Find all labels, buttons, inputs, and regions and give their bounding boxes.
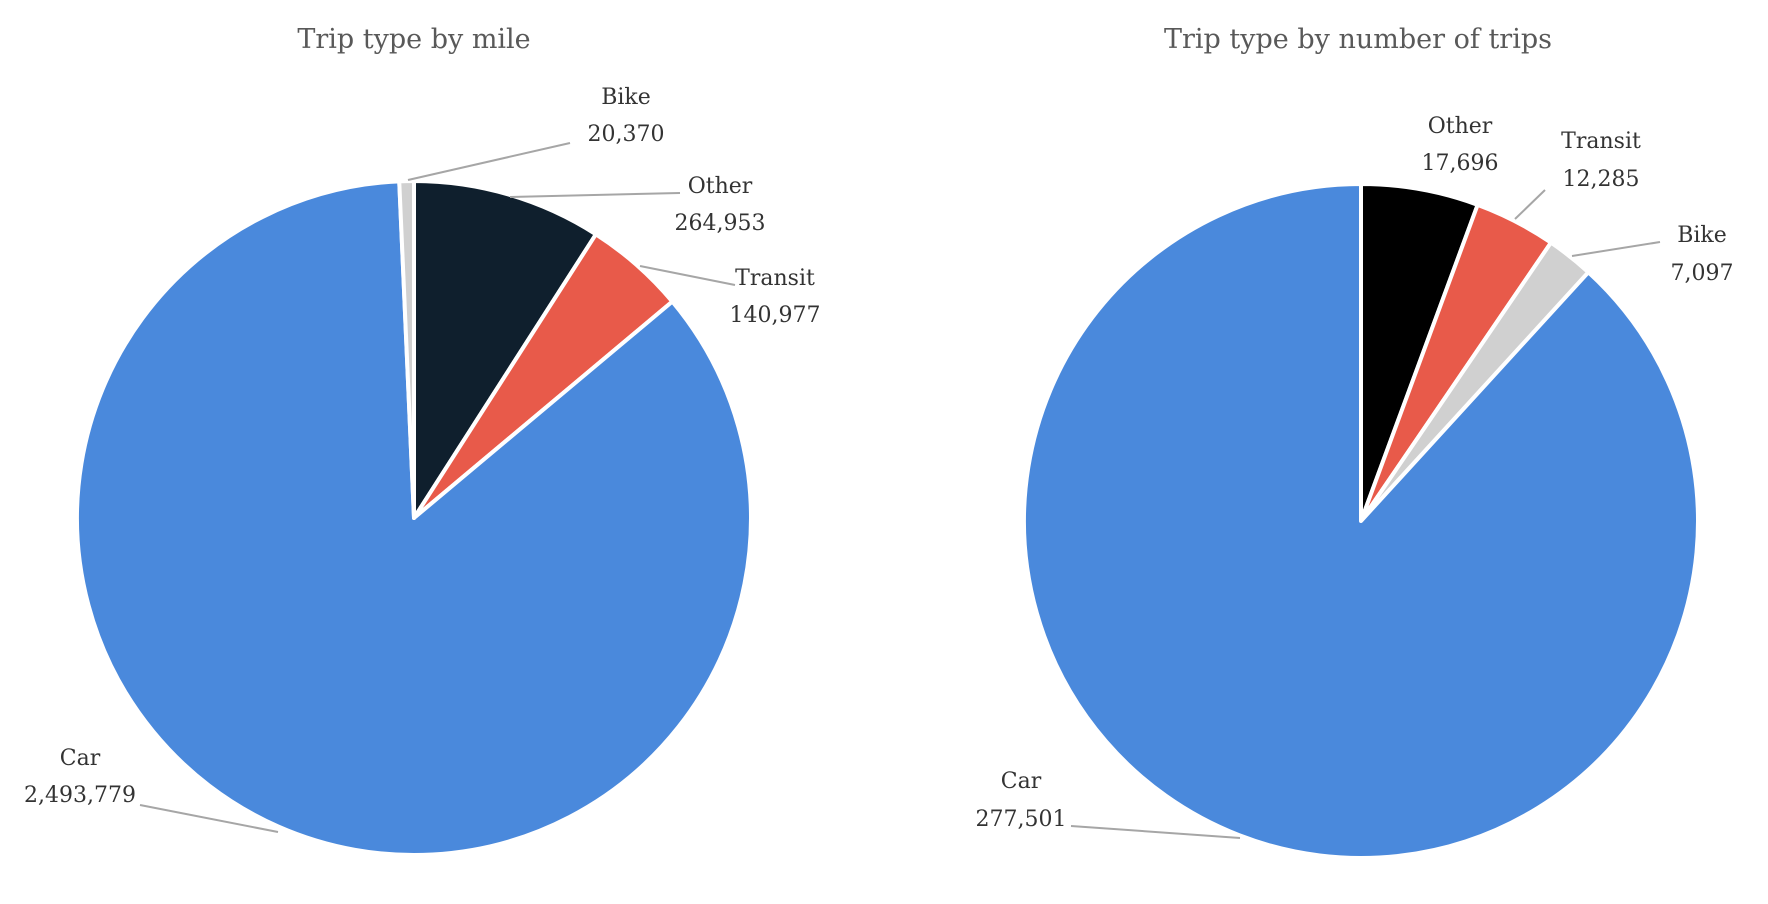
leader-line-miles-bike: [407, 142, 571, 181]
chart-title-miles: Trip type by mile: [297, 24, 530, 55]
chart-title-trips: Trip type by number of trips: [1164, 24, 1552, 55]
pie-slice-miles-bike: [397, 179, 416, 520]
slice-value-miles-transit: 140,977: [730, 303, 821, 328]
slice-label-miles-other: Other: [688, 174, 753, 199]
slice-label-trips-bike: Bike: [1677, 223, 1727, 248]
slice-label-trips-car: Car: [1001, 769, 1042, 794]
slice-value-trips-transit: 12,285: [1563, 167, 1640, 192]
slice-value-miles-bike: 20,370: [588, 122, 665, 147]
leader-line-miles-transit: [639, 265, 736, 286]
slice-value-miles-other: 264,953: [675, 211, 766, 236]
leader-line-miles-car: [139, 804, 279, 833]
slice-label-miles-transit: Transit: [735, 266, 815, 291]
leader-line-trips-car: [1070, 825, 1241, 839]
slice-value-miles-car: 2,493,779: [24, 783, 136, 808]
leader-line-trips-bike: [1571, 241, 1661, 257]
slice-value-trips-car: 277,501: [976, 807, 1067, 832]
pie-slice-miles-other: [412, 179, 598, 520]
slice-label-trips-other: Other: [1428, 114, 1493, 139]
slice-value-trips-bike: 7,097: [1671, 261, 1734, 286]
slice-label-miles-car: Car: [60, 746, 101, 771]
pie-layer: Other 264,953 Transit 140,977 Car 2,493,779 Bi…: [24, 85, 1734, 860]
slice-label-miles-bike: Bike: [601, 85, 651, 110]
leader-line-trips-transit: [1514, 189, 1546, 220]
pie-slice-trips-car: [1022, 182, 1700, 860]
leader-line-miles-other: [509, 192, 681, 198]
slice-label-trips-transit: Transit: [1561, 129, 1641, 154]
slice-value-trips-other: 17,696: [1422, 151, 1499, 176]
